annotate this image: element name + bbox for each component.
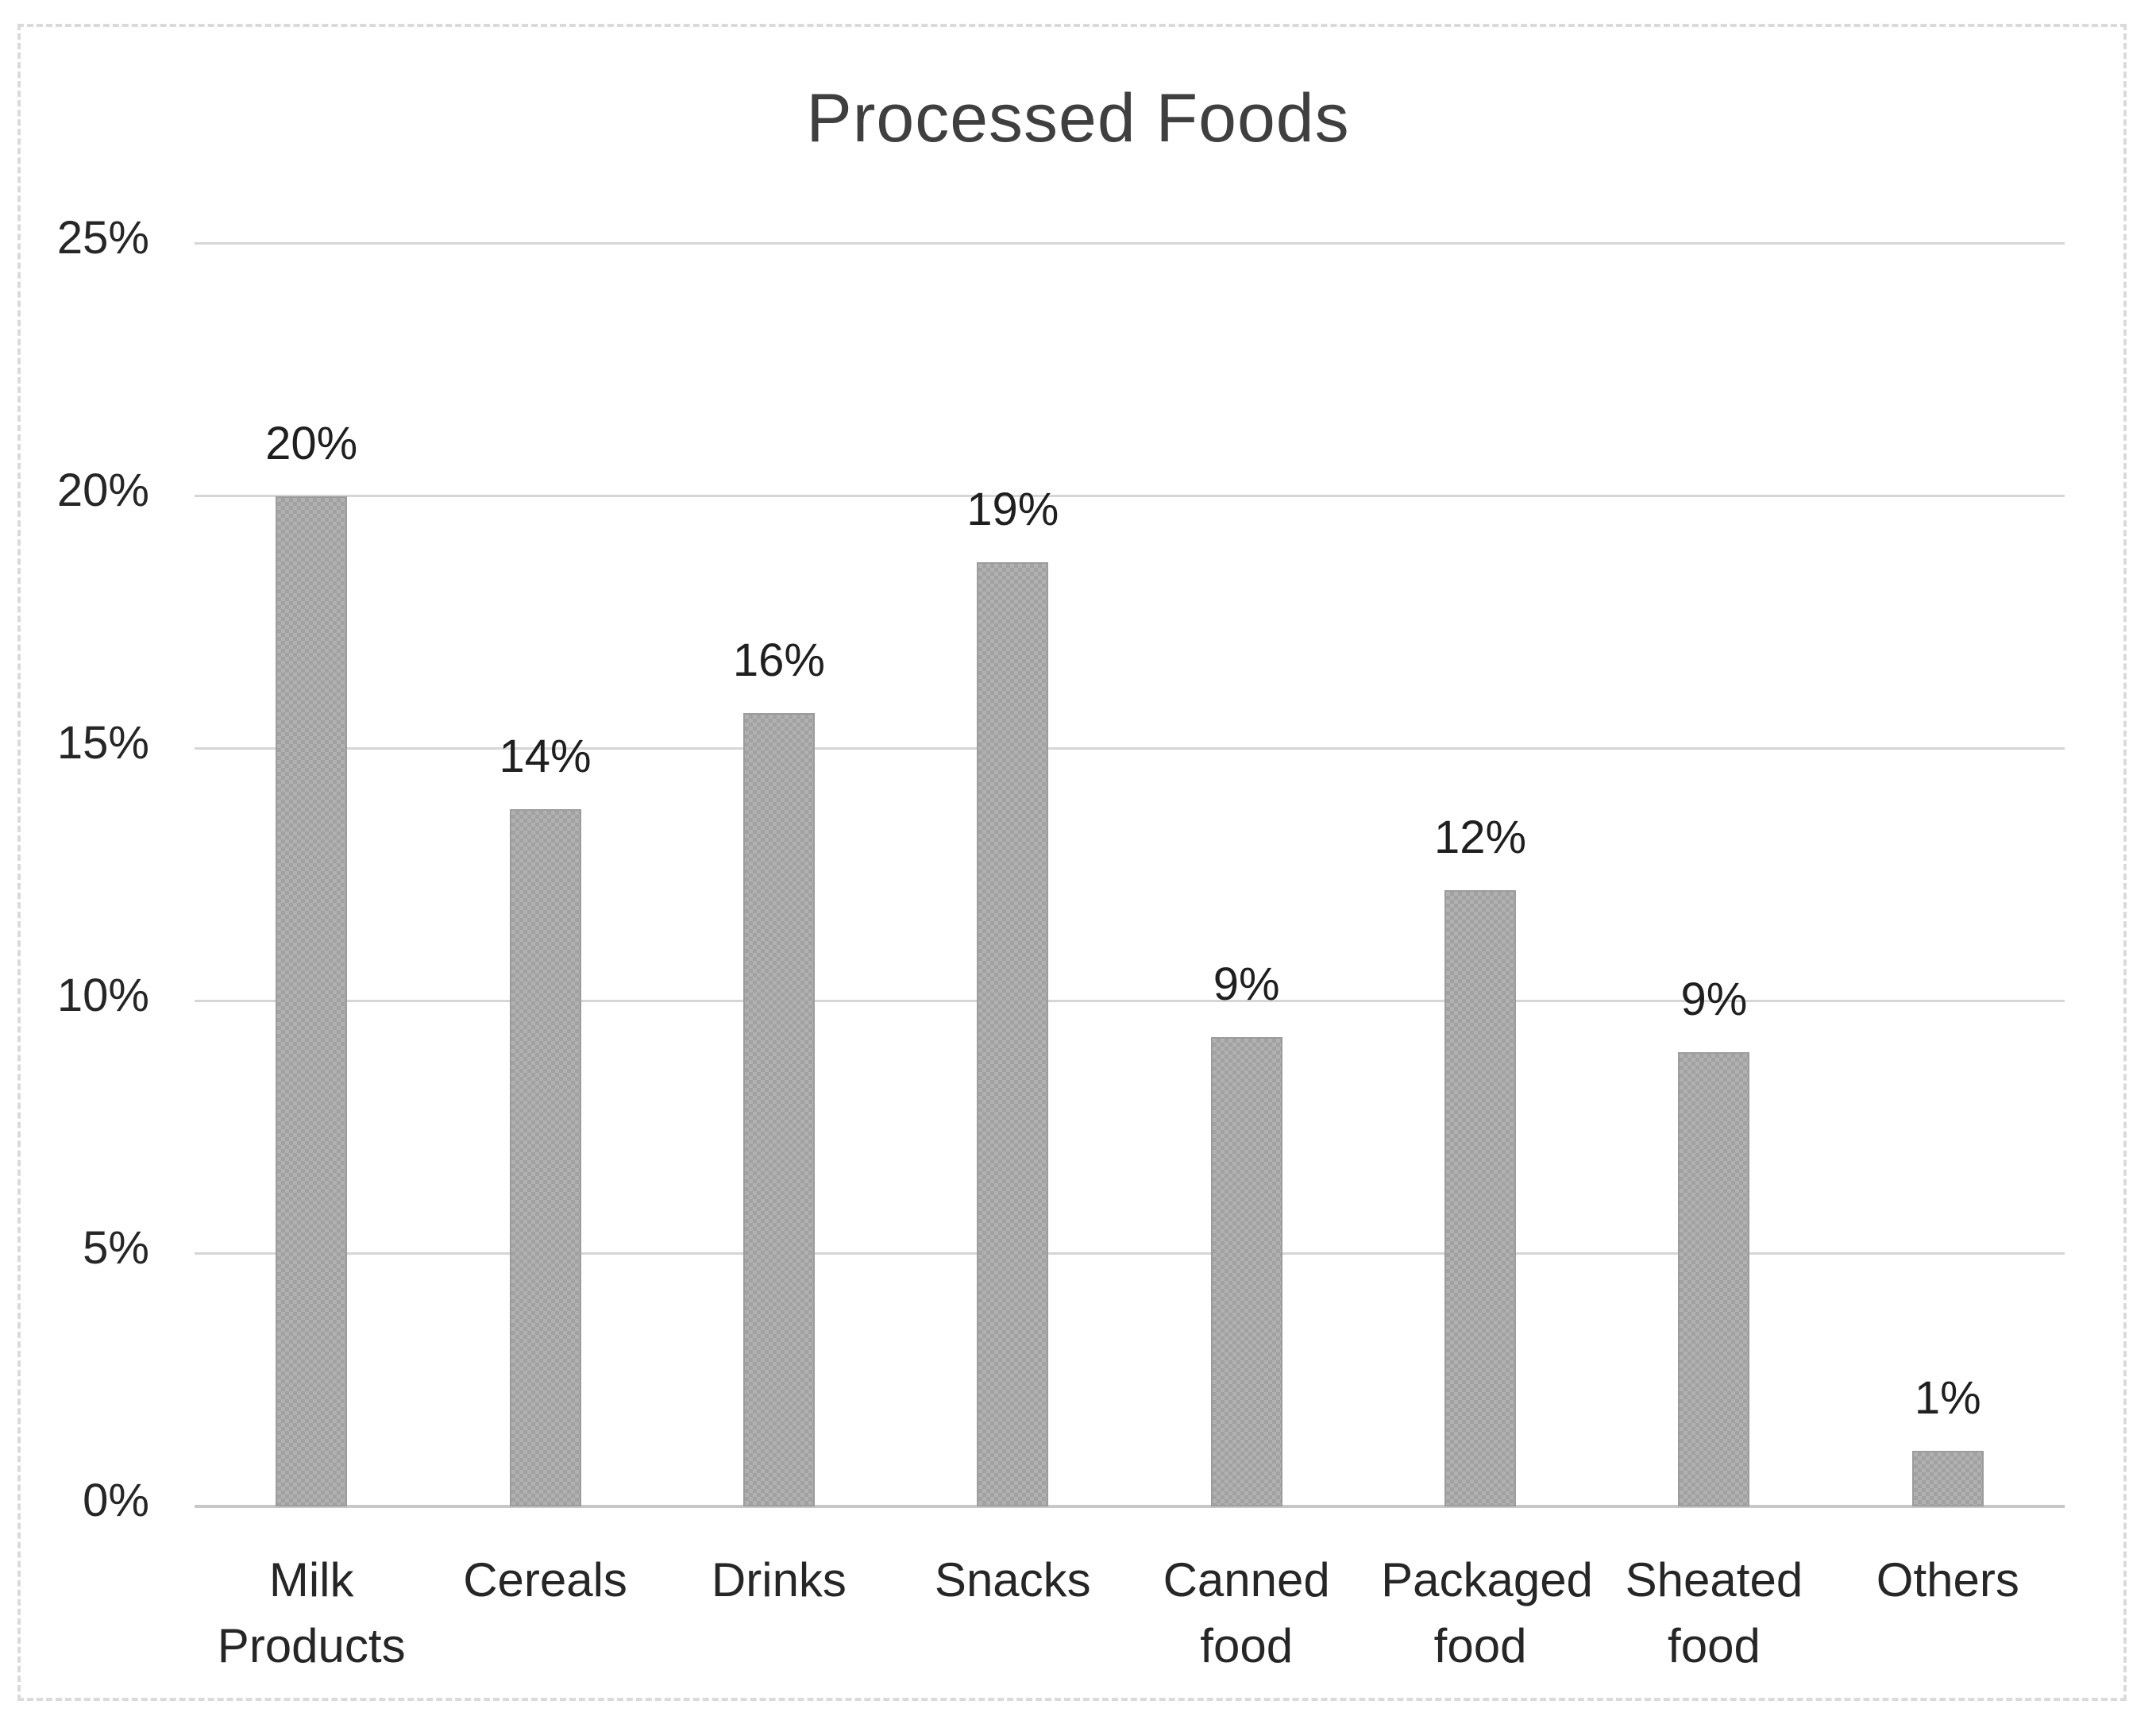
bar-value-label: 16% <box>732 634 825 687</box>
x-axis-category-label: Snacks <box>934 1553 1091 1606</box>
bar-value-label: 9% <box>1213 958 1280 1010</box>
bar <box>1210 1036 1282 1506</box>
bar <box>509 809 581 1506</box>
bar <box>1678 1051 1750 1506</box>
bar-value-label: 1% <box>1914 1372 1981 1425</box>
y-axis-tick-label: 25% <box>56 212 149 264</box>
bar <box>276 496 348 1506</box>
bar-value-label: 12% <box>1434 812 1527 864</box>
x-axis-category-label: Cereals <box>463 1553 627 1606</box>
x-axis-category-label: Sheated food <box>1625 1553 1803 1672</box>
x-axis-category-label: Others <box>1876 1553 2019 1606</box>
x-axis-category-label: Drinks <box>711 1553 847 1606</box>
y-axis-tick-label: 10% <box>56 970 149 1021</box>
y-axis-tick-label: 5% <box>83 1222 149 1274</box>
x-axis-category-label: Milk Products <box>217 1553 406 1672</box>
bar-value-label: 20% <box>265 418 358 469</box>
y-axis-tick-label: 20% <box>56 465 149 516</box>
bar <box>1911 1451 1984 1506</box>
bar-value-label: 19% <box>966 483 1059 535</box>
bar-value-label: 14% <box>499 731 592 783</box>
y-axis-tick-label: 0% <box>83 1475 149 1526</box>
y-axis-tick-label: 15% <box>56 717 149 769</box>
chart-title: Processed Foods <box>806 80 1350 156</box>
gridline <box>195 1505 2065 1508</box>
gridline <box>195 1252 2065 1255</box>
gridline <box>195 242 2065 245</box>
bar-value-label: 9% <box>1680 973 1748 1025</box>
x-axis-category-label: Canned food <box>1163 1553 1330 1672</box>
gridline <box>195 1000 2065 1002</box>
gridline <box>195 495 2065 497</box>
bar <box>742 713 815 1506</box>
bar <box>977 561 1049 1506</box>
bar <box>1444 890 1517 1506</box>
gridline <box>195 747 2065 750</box>
x-axis-category-label: Packaged food <box>1381 1553 1593 1672</box>
